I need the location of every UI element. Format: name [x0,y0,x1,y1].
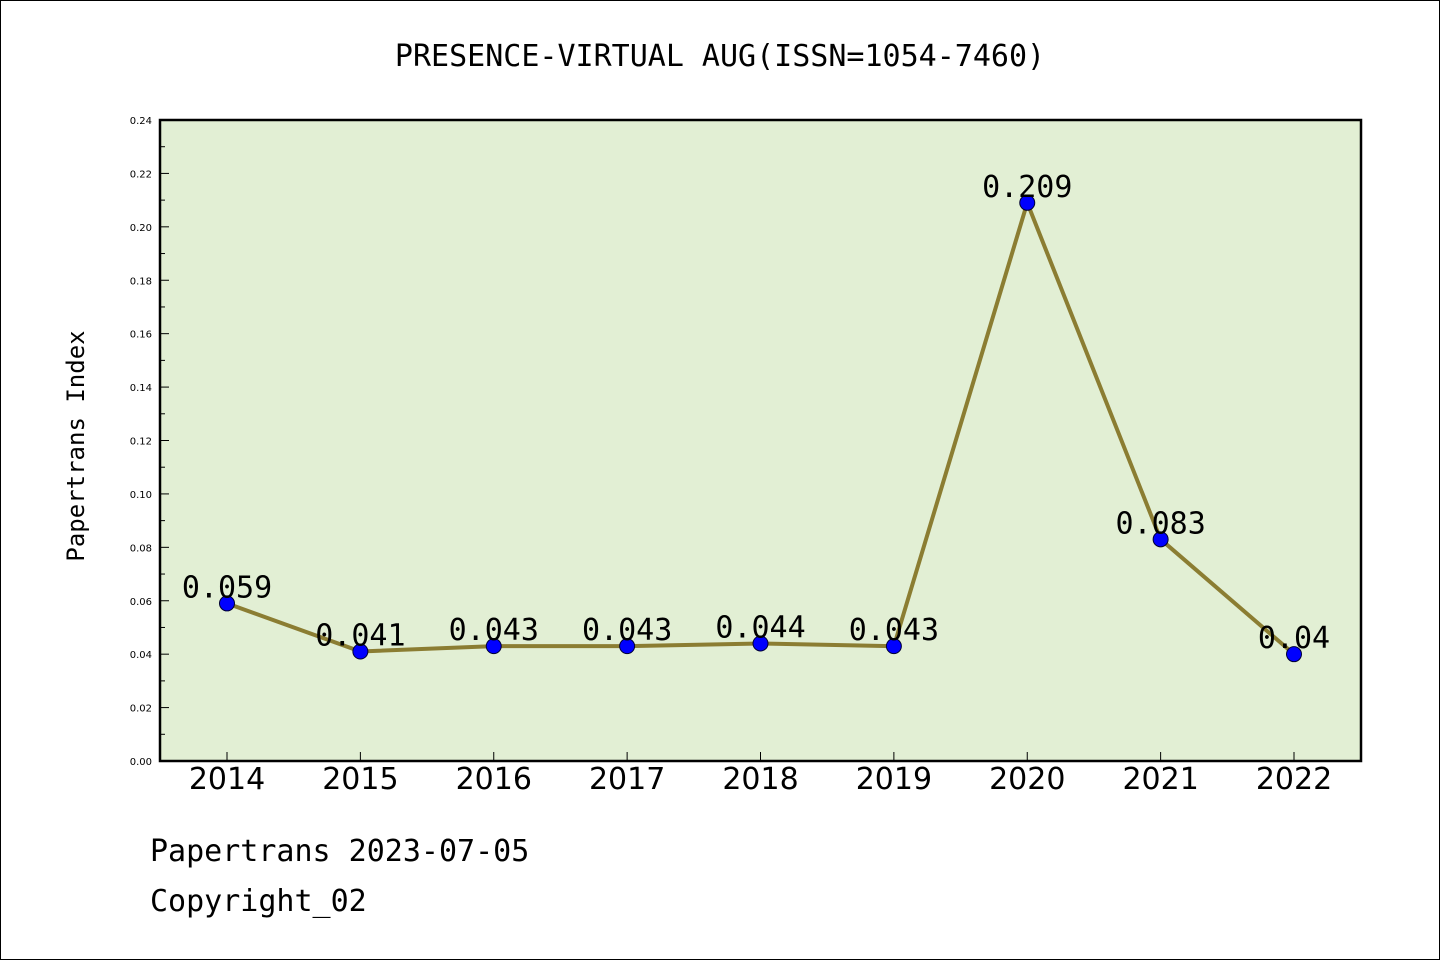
data-point [485,638,502,655]
data-label: 0.059 [182,570,272,605]
x-tick-label: 2017 [589,762,665,797]
y-tick-label: 0.00 [130,757,152,768]
data-label: 0.043 [449,613,539,648]
y-tick-label: 0.20 [130,223,152,234]
y-axis: 0.00 0.02 0.04 0.06 0.08 0.10 0.12 0.14 0.16 0.18… [130,116,169,768]
data-point [1152,531,1169,548]
y-tick-label: 0.14 [130,383,152,394]
x-tick-label: 2018 [722,762,798,797]
x-tick-label: 2021 [1122,762,1198,797]
x-tick-label: 2019 [856,762,932,797]
footer-copyright: Copyright_02 [150,884,367,919]
x-tick-label: 2016 [456,762,532,797]
y-tick-label: 0.22 [130,169,152,180]
footer-date: Papertrans 2023-07-05 [150,834,530,869]
data-label: 0.083 [1115,506,1205,541]
y-tick-label: 0.24 [130,116,152,127]
series [219,194,1302,663]
y-tick-label: 0.06 [130,597,152,608]
plot-area [160,120,1361,761]
data-labels: 0.059 0.041 0.043 0.043 0.044 0.043 0.209 0.083… [182,170,1330,656]
chart-title: PRESENCE-VIRTUAL AUG(ISSN=1054-7460) [395,39,1045,74]
x-tick-label: 2015 [322,762,398,797]
data-point [1019,194,1036,211]
data-point [885,638,902,655]
data-label: 0.04 [1258,621,1330,656]
y-tick-label: 0.08 [130,543,152,554]
data-label: 0.043 [582,613,672,648]
data-label: 0.044 [715,610,805,645]
y-tick-label: 0.12 [130,437,152,448]
plot-border [158,118,1363,763]
data-point [1286,646,1302,663]
y-tick-label: 0.04 [130,650,152,661]
data-label: 0.043 [849,613,939,648]
data-label: 0.041 [315,618,405,653]
x-axis: 2014 2015 2016 2017 2018 2019 2020 2021 2022 [189,752,1332,797]
data-point [219,595,235,612]
y-tick-label: 0.10 [130,490,152,501]
y-tick-label: 0.16 [130,330,152,341]
x-tick-label: 2014 [189,762,265,797]
x-tick-label: 2020 [989,762,1065,797]
y-tick-label: 0.02 [130,704,152,715]
data-point [619,638,636,655]
data-point [752,635,769,652]
data-point [352,643,369,660]
x-tick-label: 2022 [1256,762,1332,797]
y-tick-label: 0.18 [130,276,152,287]
data-label: 0.209 [982,170,1072,205]
y-axis-label: Papertrans Index [62,330,90,561]
